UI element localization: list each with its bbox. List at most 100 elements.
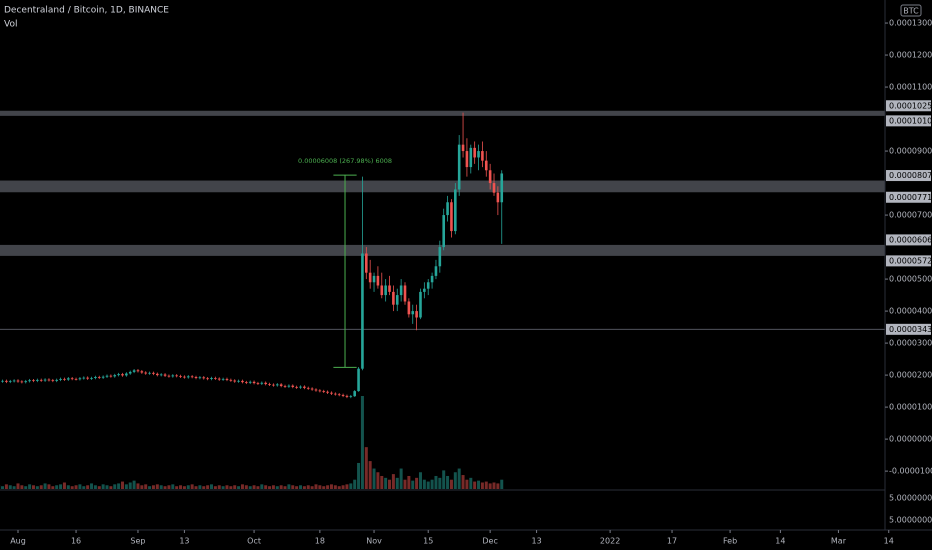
volume-bar <box>380 475 384 489</box>
volume-bar <box>16 483 20 489</box>
volume-bar <box>480 482 484 489</box>
zone-label-box <box>886 115 931 127</box>
candle-body <box>59 378 62 380</box>
candle-body <box>399 285 403 296</box>
candle-body <box>217 378 221 380</box>
candle-body <box>310 388 314 390</box>
volume-bar <box>492 482 496 489</box>
candle-body <box>438 247 442 267</box>
volume-bar <box>457 468 461 489</box>
candle-body <box>283 385 287 387</box>
volume-bar <box>341 485 345 489</box>
volume-bar <box>171 484 175 489</box>
candle-body <box>446 202 449 216</box>
candle-body <box>376 275 380 286</box>
volume-bar <box>229 486 233 489</box>
currency-label[interactable]: BTC <box>903 7 919 16</box>
candle-body <box>24 381 28 383</box>
volume-bar <box>376 472 380 489</box>
volume-bar <box>78 484 82 489</box>
x-tick-label: Feb <box>723 537 737 546</box>
zones <box>0 110 885 330</box>
volume-bar <box>8 485 12 489</box>
zone <box>0 180 885 193</box>
candle-body <box>484 160 488 171</box>
candle-body <box>349 396 353 398</box>
candle-body <box>407 301 411 315</box>
candle-body <box>419 291 422 318</box>
candle-body <box>159 374 163 376</box>
candle-body <box>461 144 465 152</box>
level-label: 0.00003430 <box>889 325 932 334</box>
volume-bar <box>101 484 105 489</box>
volume-bar <box>62 482 66 489</box>
candle-body <box>132 370 136 372</box>
candle-body <box>206 378 209 380</box>
candle-body <box>334 393 337 395</box>
volume-bar <box>453 472 457 489</box>
candle-body <box>125 373 128 376</box>
candle-body <box>423 288 426 292</box>
candle-body <box>144 372 148 374</box>
candle-body <box>198 377 202 379</box>
candle-body <box>492 183 496 193</box>
candle-body <box>136 370 140 372</box>
volume-bar <box>109 486 113 489</box>
volume-bar <box>202 486 206 489</box>
candle-body <box>8 381 12 382</box>
volume-bar <box>24 486 28 489</box>
volume-bar <box>318 485 322 489</box>
zone-label: 0.00008079 <box>889 171 932 180</box>
volume-bar <box>500 479 504 489</box>
candle-body <box>450 202 453 232</box>
x-tick-label: Nov <box>366 537 382 546</box>
volume-bar <box>43 483 47 489</box>
volume-bar <box>422 479 426 489</box>
candle-body <box>70 378 74 380</box>
volume-bar <box>4 484 8 489</box>
volume-bar <box>345 484 349 489</box>
candle-body <box>233 380 237 382</box>
volume-bar <box>287 484 291 489</box>
volume-bar <box>151 485 155 489</box>
candle-body <box>148 372 151 374</box>
candle-body <box>156 373 159 376</box>
candle-body <box>78 378 82 380</box>
candle-body <box>186 376 190 378</box>
candle-body <box>43 379 47 381</box>
candle-body <box>496 192 500 203</box>
volume-bar <box>86 485 90 489</box>
candle-body <box>264 382 267 385</box>
candle-body <box>190 376 194 378</box>
candle-body <box>306 387 310 389</box>
candle-body <box>101 376 105 378</box>
volume-bar <box>179 485 183 489</box>
volume-bar <box>446 475 450 489</box>
volume-bar <box>353 479 357 489</box>
candle-body <box>442 215 445 248</box>
candle-body <box>202 377 206 379</box>
candle-body <box>5 380 8 382</box>
x-tick-label: Oct <box>247 537 261 546</box>
volume-bar <box>93 485 97 489</box>
candles <box>1 112 504 399</box>
volume-bar <box>415 477 419 489</box>
candle-body <box>488 170 492 184</box>
volume-bar <box>299 485 303 489</box>
volume-bar <box>124 484 128 489</box>
volume-bar <box>233 485 237 489</box>
candle-body <box>97 377 101 378</box>
volume-bar <box>496 483 500 489</box>
volume-bar <box>349 483 353 489</box>
volume-bar <box>407 475 411 489</box>
volume-bar <box>322 486 326 489</box>
candle-body <box>74 378 78 380</box>
currency-box[interactable] <box>900 4 922 17</box>
zone <box>0 244 885 256</box>
